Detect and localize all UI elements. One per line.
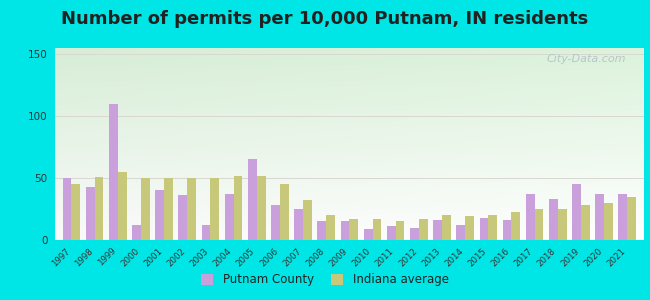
Bar — [512, 212, 520, 240]
Bar — [248, 160, 257, 240]
Bar — [442, 215, 451, 240]
Bar — [387, 226, 396, 240]
Bar — [326, 215, 335, 240]
Bar — [86, 187, 95, 240]
Bar — [350, 219, 358, 240]
Bar — [303, 200, 312, 240]
Bar — [118, 172, 127, 240]
Text: City-Data.com: City-Data.com — [547, 54, 626, 64]
Bar — [433, 220, 442, 240]
Bar — [410, 228, 419, 240]
Bar — [132, 225, 141, 240]
Bar — [535, 209, 543, 240]
Bar — [271, 205, 280, 240]
Bar — [488, 215, 497, 240]
Bar — [549, 199, 558, 240]
Bar — [396, 221, 404, 240]
Bar — [456, 225, 465, 240]
Bar — [619, 194, 627, 240]
Bar — [164, 178, 173, 240]
Bar — [502, 220, 512, 240]
Bar — [572, 184, 581, 240]
Bar — [109, 104, 118, 240]
Bar — [558, 209, 567, 240]
Bar — [155, 190, 164, 240]
Legend: Putnam County, Indiana average: Putnam County, Indiana average — [196, 269, 454, 291]
Bar — [372, 219, 382, 240]
Bar — [62, 178, 72, 240]
Bar — [225, 194, 233, 240]
Bar — [72, 184, 80, 240]
Bar — [233, 176, 242, 240]
Bar — [317, 221, 326, 240]
Bar — [280, 184, 289, 240]
Bar — [141, 178, 150, 240]
Bar — [202, 225, 211, 240]
Bar — [526, 194, 535, 240]
Bar — [294, 209, 303, 240]
Text: Number of permits per 10,000 Putnam, IN residents: Number of permits per 10,000 Putnam, IN … — [61, 11, 589, 28]
Bar — [627, 196, 636, 240]
Bar — [480, 218, 488, 240]
Bar — [257, 176, 266, 240]
Bar — [187, 178, 196, 240]
Bar — [211, 178, 219, 240]
Bar — [595, 194, 604, 240]
Bar — [364, 229, 372, 240]
Bar — [179, 195, 187, 240]
Bar — [604, 203, 613, 240]
Bar — [465, 217, 474, 240]
Bar — [341, 221, 350, 240]
Bar — [95, 177, 103, 240]
Bar — [419, 219, 428, 240]
Bar — [581, 205, 590, 240]
